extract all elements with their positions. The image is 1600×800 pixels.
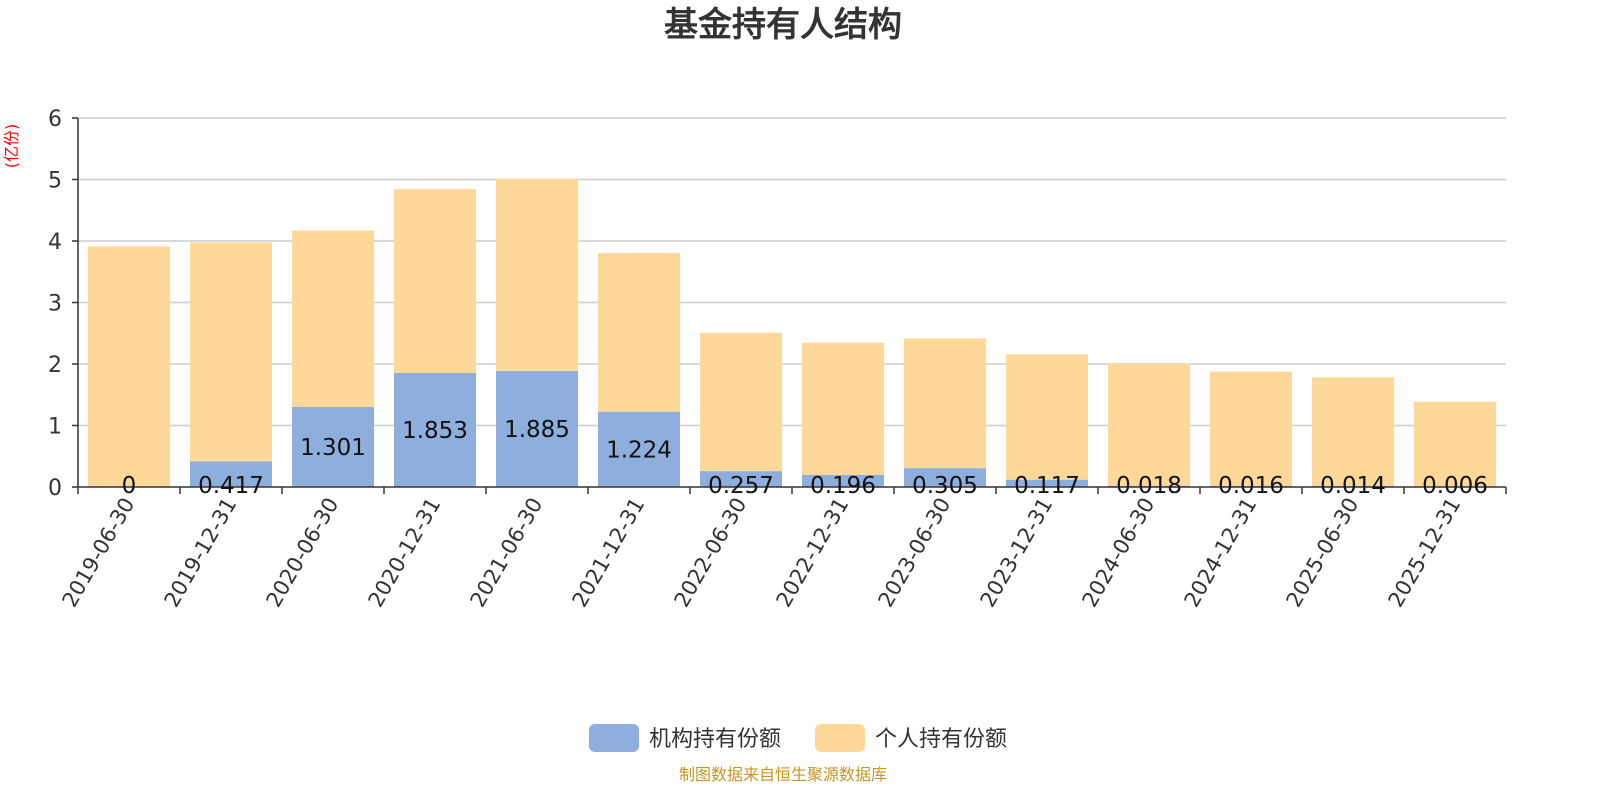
data-label-institutional: 0.257 [708, 473, 774, 499]
bar-individual [496, 178, 578, 372]
bar-institutional [700, 471, 782, 487]
chart-title: 基金持有人结构 [664, 5, 902, 45]
bar-individual [1210, 371, 1292, 487]
data-label-institutional: 0.196 [810, 473, 876, 499]
y-tick-label: 0 [48, 476, 62, 501]
x-tick-label: 2023-06-30 [874, 494, 956, 612]
x-tick-label: 2024-06-30 [1078, 494, 1160, 612]
bar-institutional [190, 461, 272, 487]
bar-individual [88, 246, 170, 487]
bar-individual [904, 338, 986, 469]
bar-institutional [496, 371, 578, 487]
x-tick-label: 2019-12-31 [160, 494, 242, 612]
x-tick-label: 2023-12-31 [976, 494, 1058, 612]
data-label-institutional: 0.016 [1218, 473, 1284, 499]
x-tick-label: 2020-06-30 [262, 494, 344, 612]
x-tick-label: 2022-06-30 [670, 494, 752, 612]
legend-label: 机构持有份额 [649, 727, 781, 752]
bar-individual [394, 189, 476, 374]
data-label-institutional: 1.885 [504, 417, 570, 443]
y-tick-label: 4 [48, 230, 62, 255]
data-label-institutional: 0 [122, 473, 137, 499]
bar-individual [700, 332, 782, 472]
y-tick-label: 2 [48, 353, 62, 378]
bar-individual [1006, 354, 1088, 480]
data-label-institutional: 1.301 [300, 435, 366, 461]
bar-individual [802, 342, 884, 475]
x-tick-label: 2022-12-31 [772, 494, 854, 612]
data-label-institutional: 1.224 [606, 437, 672, 463]
data-labels: 0 0.417 1.301 1.853 1.885 1.224 0.257 0.196 0.30… [122, 417, 1488, 499]
x-tick-label: 2025-06-30 [1282, 494, 1364, 612]
legend-swatch [589, 724, 639, 752]
data-label-institutional: 0.117 [1014, 473, 1080, 499]
data-label-institutional: 0.006 [1422, 473, 1488, 499]
data-label-institutional: 0.417 [198, 473, 264, 499]
y-tick-label: 6 [48, 107, 62, 132]
legend-label: 个人持有份额 [875, 727, 1007, 752]
bar-individual [190, 242, 272, 462]
y-tick-label: 1 [48, 415, 62, 440]
bar-institutional [1006, 479, 1088, 487]
bar-institutional [394, 373, 476, 487]
data-label-institutional: 1.853 [402, 418, 468, 444]
bar-individual [1312, 377, 1394, 487]
y-tick-label: 3 [48, 292, 62, 317]
y-tick-label: 5 [48, 169, 62, 194]
bars [88, 178, 1496, 487]
x-tick-label: 2025-12-31 [1384, 494, 1466, 612]
bar-individual [598, 253, 680, 412]
x-tick-label: 2020-12-31 [364, 494, 446, 612]
y-axis-unit: (亿份) [2, 124, 21, 169]
bar-individual [1414, 401, 1496, 487]
data-label-institutional: 0.305 [912, 473, 978, 499]
legend-swatch [815, 724, 865, 752]
x-tick-label: 2021-06-30 [466, 494, 548, 612]
bar-institutional [802, 474, 884, 487]
bar-individual [1108, 363, 1190, 486]
x-tick-label: 2019-06-30 [58, 494, 140, 612]
legend[interactable]: 机构持有份额 个人持有份额 [589, 724, 1007, 752]
bar-institutional [598, 411, 680, 487]
data-label-institutional: 0.014 [1320, 473, 1386, 499]
source-note: 制图数据来自恒生聚源数据库 [679, 765, 887, 784]
bar-institutional [904, 468, 986, 487]
legend-item[interactable]: 个人持有份额 [815, 724, 1007, 752]
x-tick-label: 2024-12-31 [1180, 494, 1262, 612]
data-label-institutional: 0.018 [1116, 473, 1182, 499]
x-tick-label: 2021-12-31 [568, 494, 650, 612]
bar-institutional [292, 406, 374, 487]
legend-item[interactable]: 机构持有份额 [589, 724, 781, 752]
bar-individual [292, 230, 374, 407]
